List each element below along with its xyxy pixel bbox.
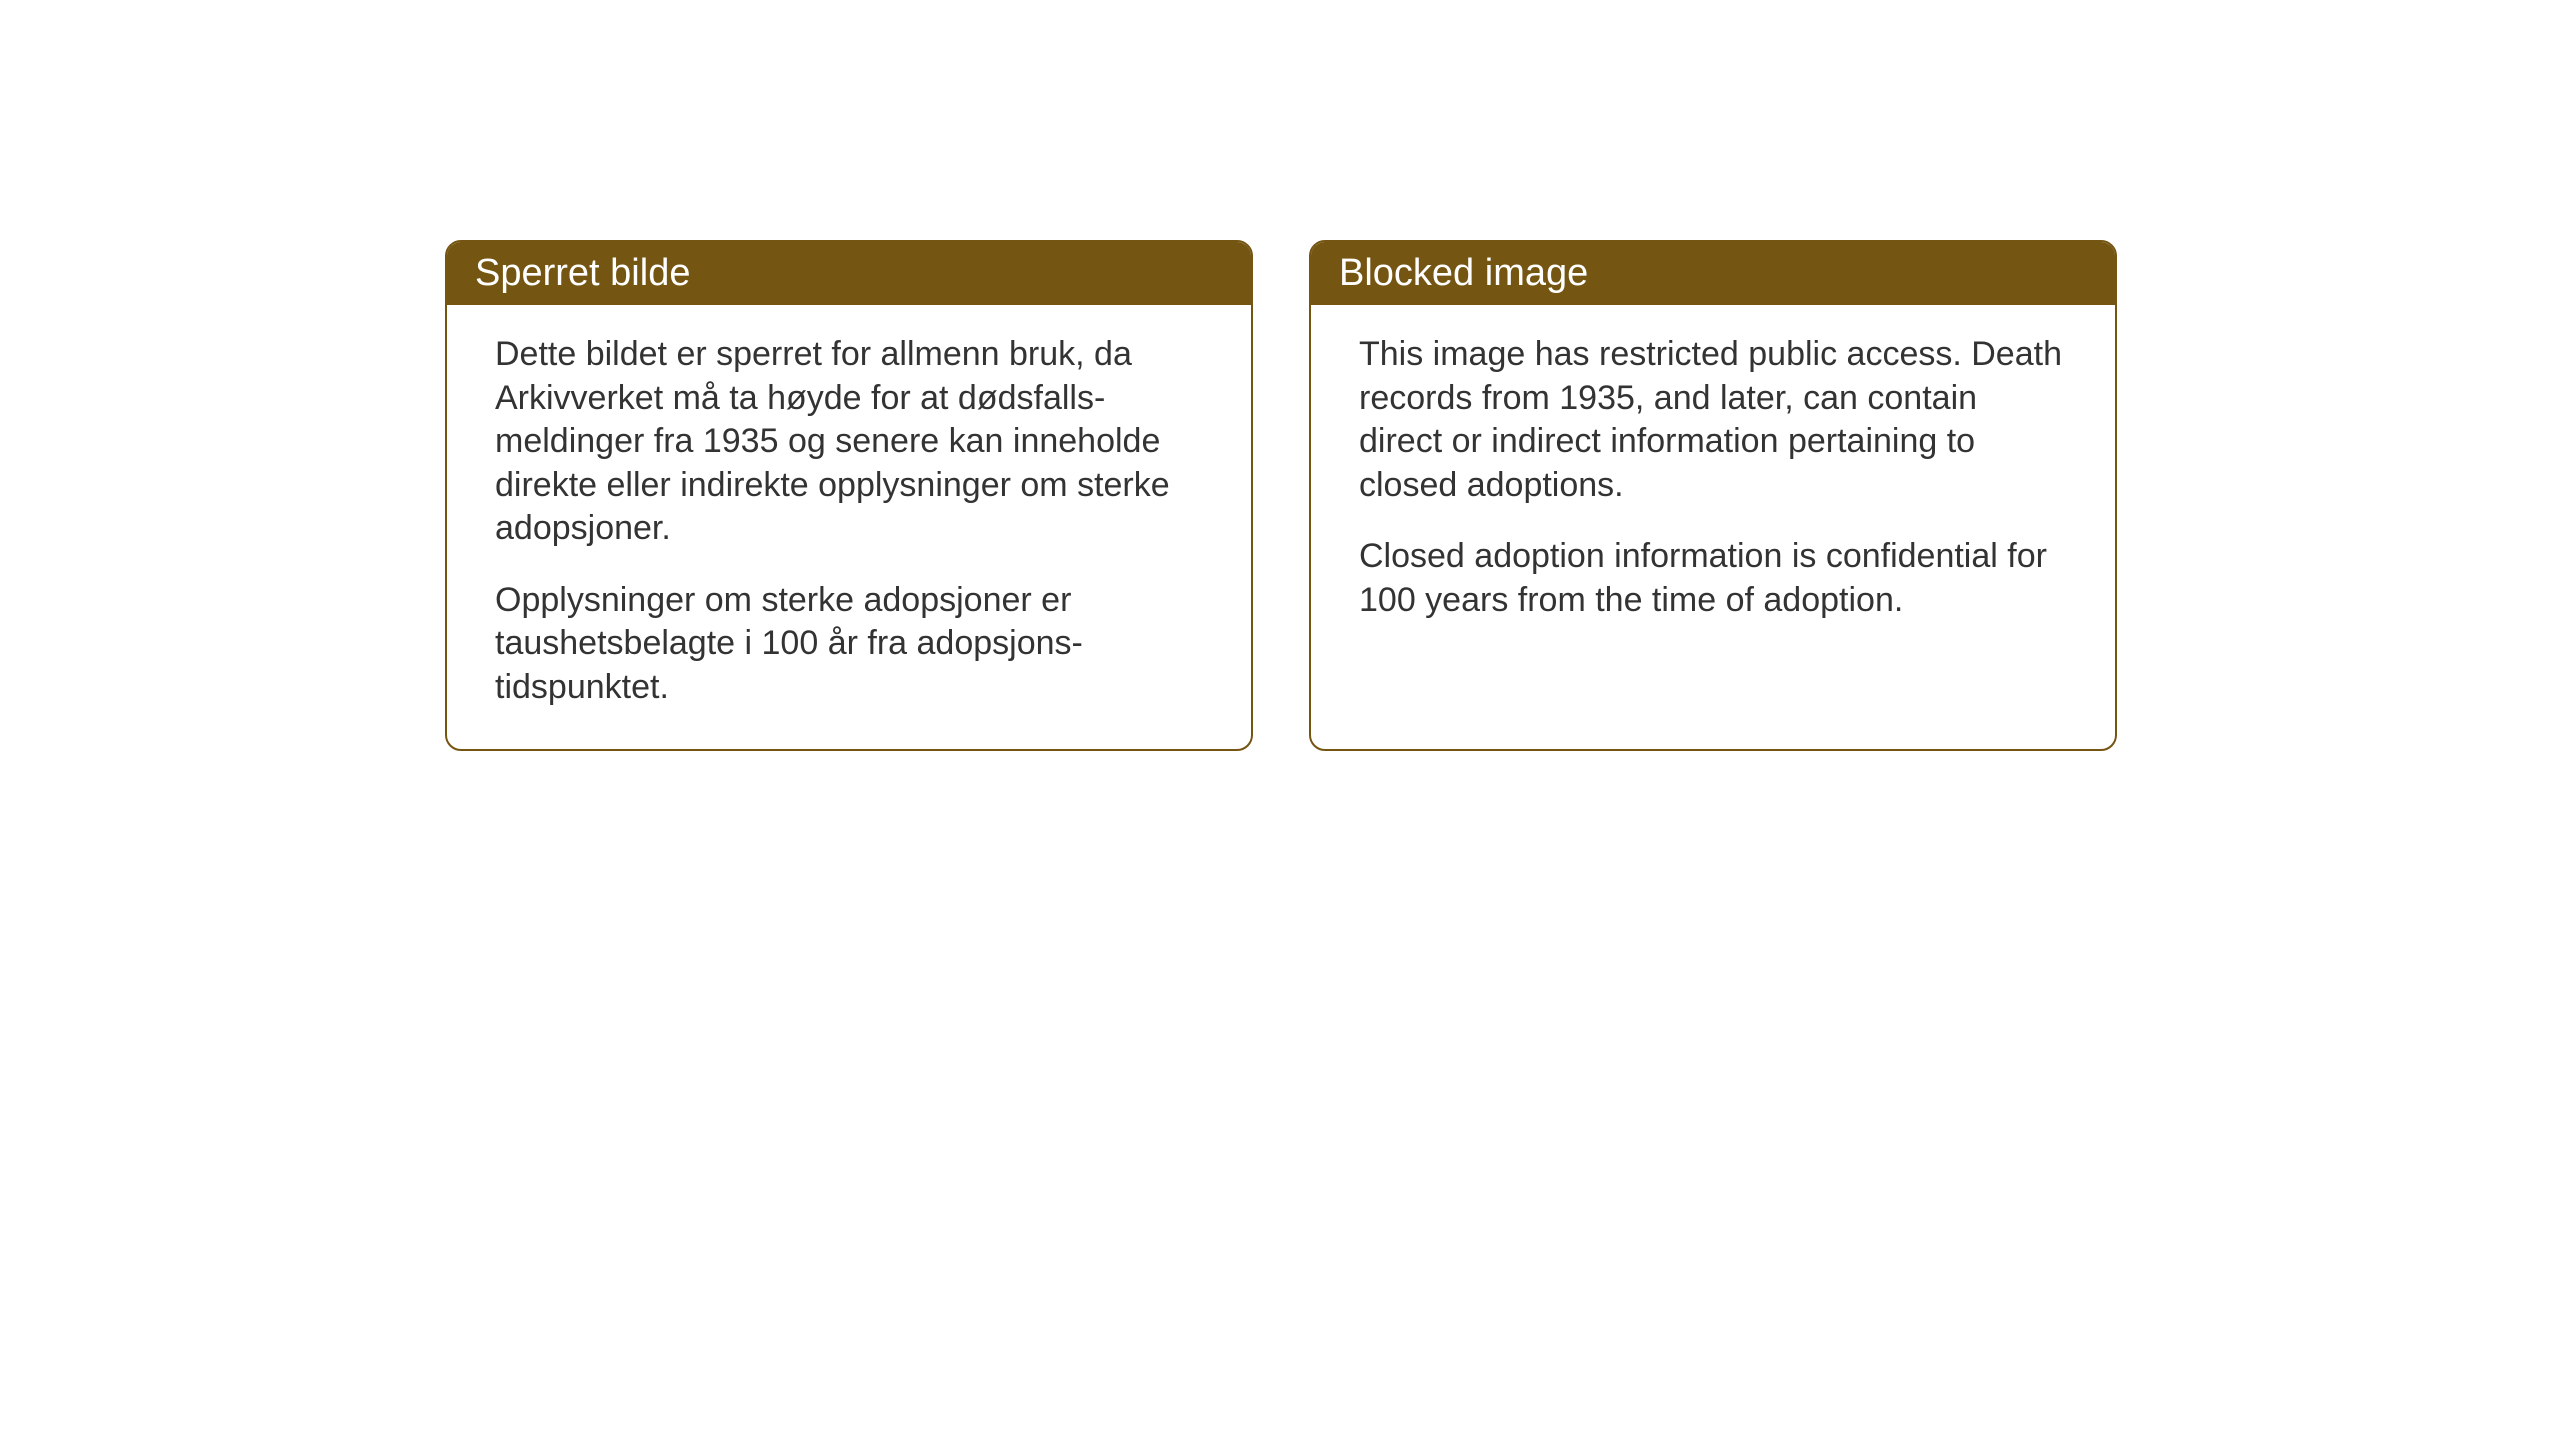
- card-body-norwegian: Dette bildet er sperret for allmenn bruk…: [447, 305, 1251, 749]
- card-header-norwegian: Sperret bilde: [447, 242, 1251, 305]
- card-title-norwegian: Sperret bilde: [475, 252, 690, 294]
- card-paragraph1-norwegian: Dette bildet er sperret for allmenn bruk…: [495, 333, 1203, 551]
- card-header-english: Blocked image: [1311, 242, 2115, 305]
- card-paragraph2-english: Closed adoption information is confident…: [1359, 535, 2067, 622]
- card-body-english: This image has restricted public access.…: [1311, 305, 2115, 662]
- card-english: Blocked image This image has restricted …: [1309, 240, 2117, 751]
- card-title-english: Blocked image: [1339, 252, 1588, 294]
- card-norwegian: Sperret bilde Dette bildet er sperret fo…: [445, 240, 1253, 751]
- card-paragraph1-english: This image has restricted public access.…: [1359, 333, 2067, 507]
- card-paragraph2-norwegian: Opplysninger om sterke adopsjoner er tau…: [495, 579, 1203, 710]
- cards-container: Sperret bilde Dette bildet er sperret fo…: [445, 240, 2117, 751]
